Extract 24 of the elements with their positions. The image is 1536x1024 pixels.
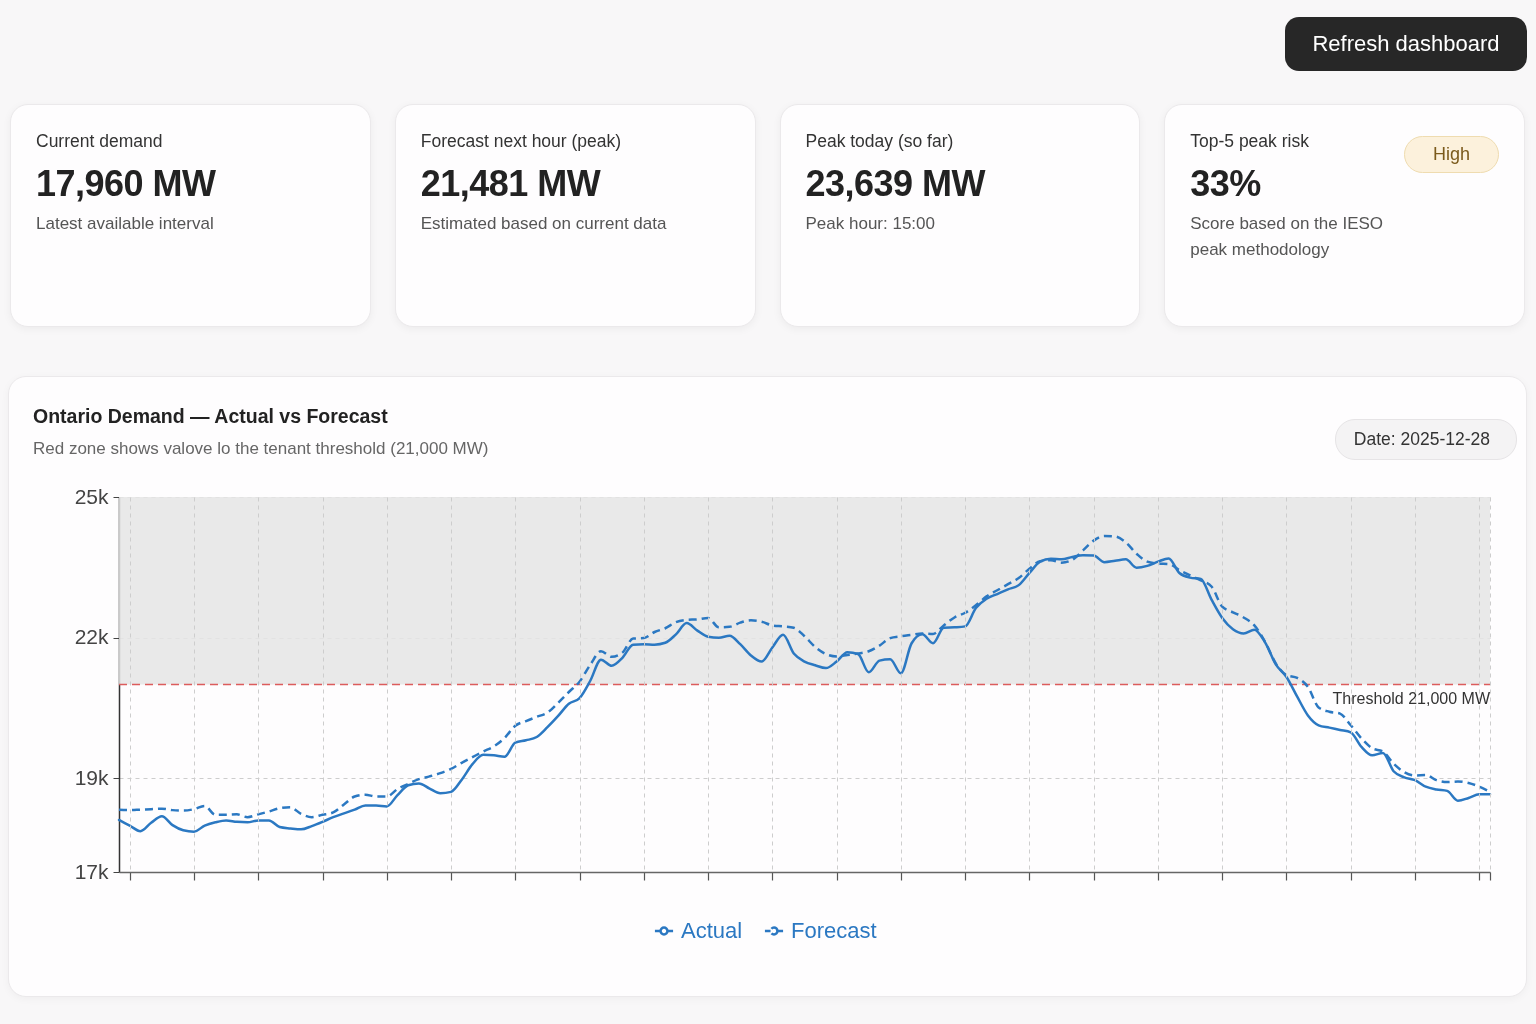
y-tick-label: 25k [74, 484, 109, 508]
y-tick-label: 17k [74, 859, 109, 883]
y-tick-label: 19k [74, 765, 109, 789]
text: Refresh dashboard [1285, 17, 1527, 71]
chart-title: Ontario Demand — Actual vs Forecast [33, 405, 388, 428]
text: Current demand [36, 130, 164, 153]
ref-line-label: Threshold 21,000 MW [1332, 689, 1491, 707]
text: 23,639 MW [805, 163, 987, 205]
text: Latest available interval [36, 213, 215, 235]
text: Estimated based on current data [420, 213, 668, 235]
text: Top-5 peak risk [1190, 131, 1309, 151]
text: High [1403, 136, 1499, 173]
text: Peak hour: 15:00 [805, 213, 936, 235]
legend-label: Actual [681, 918, 743, 943]
text: 33% [1190, 163, 1262, 205]
chart-subtitle: Red zone shows valove lo the tenant threshold (21,000 MW) [33, 439, 489, 459]
text: Date: 2025-12-28 [1334, 419, 1517, 460]
text: Forecast next hour (peak) [420, 130, 623, 153]
y-tick-label: 22k [74, 625, 109, 649]
text: Score based on the IESO peak methodology [1190, 213, 1385, 261]
text: 21,481 MW [420, 163, 602, 205]
legend-label: Forecast [791, 918, 877, 943]
text: Peak today (so far) [805, 130, 955, 153]
text: 17,960 MW [36, 163, 217, 205]
